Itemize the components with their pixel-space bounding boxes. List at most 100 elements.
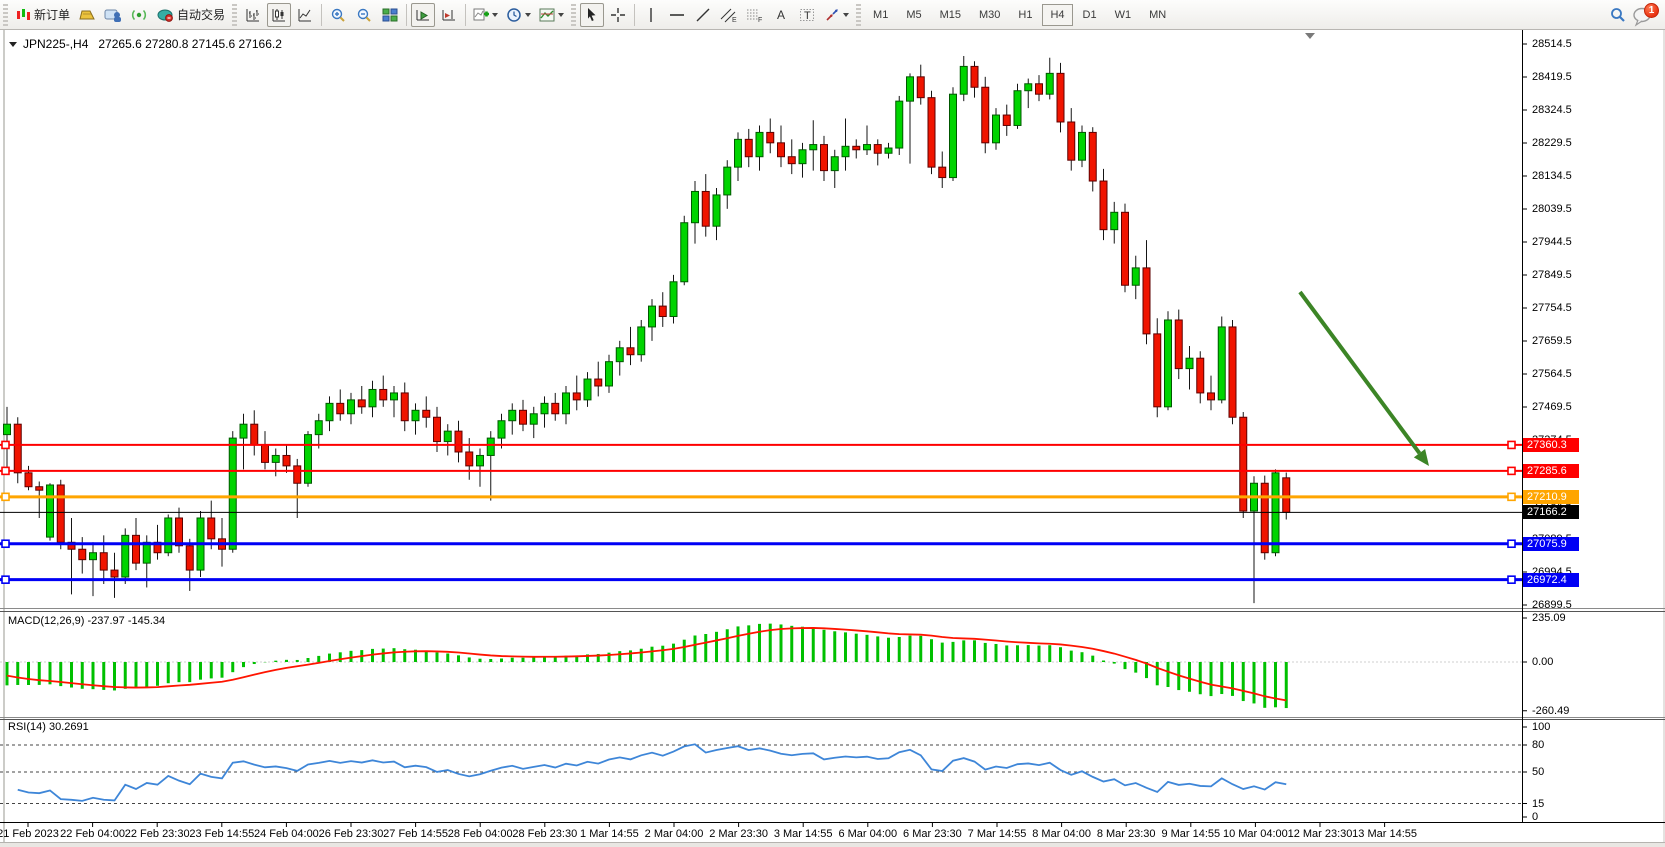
chart-shift-marker[interactable]	[1305, 33, 1315, 39]
label-tool-button[interactable]: T	[795, 3, 819, 27]
timeframe-button-w1[interactable]: W1	[1114, 8, 1132, 21]
text-tool-button[interactable]: A	[769, 3, 793, 27]
hline-right-anchor[interactable]	[1507, 440, 1516, 450]
crosshair-button[interactable]	[606, 3, 630, 27]
periods-button[interactable]	[503, 3, 534, 27]
candle-bullish	[755, 131, 764, 158]
candle-bearish	[970, 65, 979, 88]
candle-bearish	[852, 145, 861, 151]
tile-windows-button[interactable]	[378, 3, 402, 27]
line-chart-button[interactable]	[293, 3, 317, 27]
candlestick-chart-icon	[272, 8, 286, 21]
toolbar-grip[interactable]	[232, 3, 238, 26]
candle-bearish	[1207, 392, 1215, 401]
candle-bullish	[443, 430, 452, 443]
time-axis-label: 8 Mar 23:30	[1096, 828, 1156, 840]
candle-bullish	[992, 114, 1000, 144]
rsi-axis-label: 100	[1532, 721, 1551, 733]
arrow-annotation[interactable]	[1298, 290, 1422, 455]
horizontal-line-tool-button[interactable]	[665, 3, 689, 27]
timeframe-button-h1[interactable]: H1	[1018, 8, 1033, 21]
tile-windows-icon	[382, 8, 398, 21]
candle-bearish	[1056, 72, 1065, 123]
text-tool-icon: A	[777, 8, 785, 22]
hline-price-tag: 27075.9	[1523, 536, 1579, 551]
candle-bullish	[1045, 72, 1054, 95]
templates-button[interactable]	[536, 3, 567, 27]
candlestick-chart-button[interactable]	[267, 2, 292, 27]
time-axis-label: 12 Mar 23:30	[1287, 828, 1353, 840]
hline-left-anchor[interactable]	[1, 492, 10, 502]
candle-bearish	[185, 545, 194, 571]
hline-right-anchor[interactable]	[1507, 539, 1516, 549]
candle-bullish	[723, 166, 732, 196]
timeframe-button-m15[interactable]: M15	[939, 8, 961, 21]
chart-shift-button[interactable]	[437, 3, 461, 27]
candle-bearish	[110, 569, 119, 578]
chart-canvas[interactable]	[0, 30, 1665, 846]
time-axis-label: 3 Mar 14:55	[773, 828, 833, 840]
vertical-line-icon	[650, 7, 652, 22]
fibonacci-tool-button[interactable]: F	[743, 3, 767, 27]
timeframe-button-mn[interactable]: MN	[1149, 8, 1167, 21]
label-tool-icon: T	[800, 8, 815, 22]
candle-bullish	[239, 423, 248, 439]
chart-title-dropdown-icon[interactable]	[9, 41, 17, 47]
hline-left-anchor[interactable]	[1, 539, 10, 549]
timeframe-button-m5[interactable]: M5	[906, 8, 922, 21]
time-axis[interactable]	[0, 823, 1522, 842]
channel-tool-button[interactable]: E	[717, 3, 741, 27]
arrows-tool-button[interactable]	[821, 3, 852, 27]
toolbar-grip[interactable]	[571, 3, 577, 26]
signal-button[interactable]	[127, 3, 151, 27]
hline-left-anchor[interactable]	[1, 466, 10, 476]
bar-chart-button[interactable]	[241, 3, 265, 27]
indicators-button[interactable]	[470, 3, 501, 27]
toolbar-grip[interactable]	[3, 3, 8, 26]
timeframe-button-d1[interactable]: D1	[1082, 8, 1097, 21]
candle-bullish	[583, 378, 592, 401]
auto-trading-button[interactable]: 自动交易	[153, 3, 228, 27]
zoom-in-button[interactable]	[326, 3, 350, 27]
zoom-out-button[interactable]	[352, 3, 376, 27]
candle-bullish	[691, 190, 699, 224]
vertical-line-tool-button[interactable]	[639, 3, 663, 27]
search-button[interactable]	[1606, 3, 1630, 27]
macd-axis-label: -260.49	[1532, 704, 1570, 717]
gold-button[interactable]	[75, 3, 99, 27]
time-axis-label: 23 Feb 14:55	[189, 828, 255, 840]
cursor-button[interactable]	[580, 2, 605, 27]
candle-bearish	[787, 156, 796, 165]
candle-bearish	[282, 454, 291, 467]
candle-bearish	[1196, 357, 1205, 394]
fibonacci-icon: F	[747, 9, 762, 23]
main-toolbar: 新订单 自动交易	[0, 0, 1665, 30]
arrow-annotation-head[interactable]	[1413, 448, 1429, 466]
hline-left-anchor[interactable]	[1, 575, 10, 584]
candle-bearish	[1260, 482, 1269, 554]
price-tick-label: 28324.5	[1532, 104, 1572, 116]
timeframe-button-h4[interactable]: H4	[1042, 3, 1073, 26]
timeframe-button-m30[interactable]: M30	[979, 8, 1001, 21]
candle-bullish	[540, 402, 549, 415]
profile-button[interactable]	[101, 3, 125, 27]
notifications-button[interactable]: 1	[1631, 1, 1661, 29]
candle-bearish	[572, 392, 581, 401]
toolbar-grip[interactable]	[856, 3, 862, 26]
new-order-button[interactable]: 新订单	[12, 3, 73, 27]
zoom-in-icon	[331, 8, 345, 22]
auto-scroll-button[interactable]	[411, 2, 436, 27]
hline-right-anchor[interactable]	[1507, 466, 1516, 476]
candle-bullish	[798, 149, 807, 165]
hline-right-anchor[interactable]	[1507, 575, 1516, 584]
time-axis-label: 26 Feb 23:30	[318, 828, 384, 840]
candle-bullish	[3, 423, 11, 436]
candle-bearish	[99, 552, 108, 571]
macd-signal-line	[6, 627, 1287, 702]
trendline-tool-button[interactable]	[691, 3, 715, 27]
timeframe-button-m1[interactable]: M1	[873, 8, 889, 21]
hline-left-anchor[interactable]	[1, 440, 10, 450]
hline-right-anchor[interactable]	[1507, 492, 1516, 502]
candle-bearish	[1228, 326, 1237, 418]
candle-bullish	[164, 517, 173, 554]
